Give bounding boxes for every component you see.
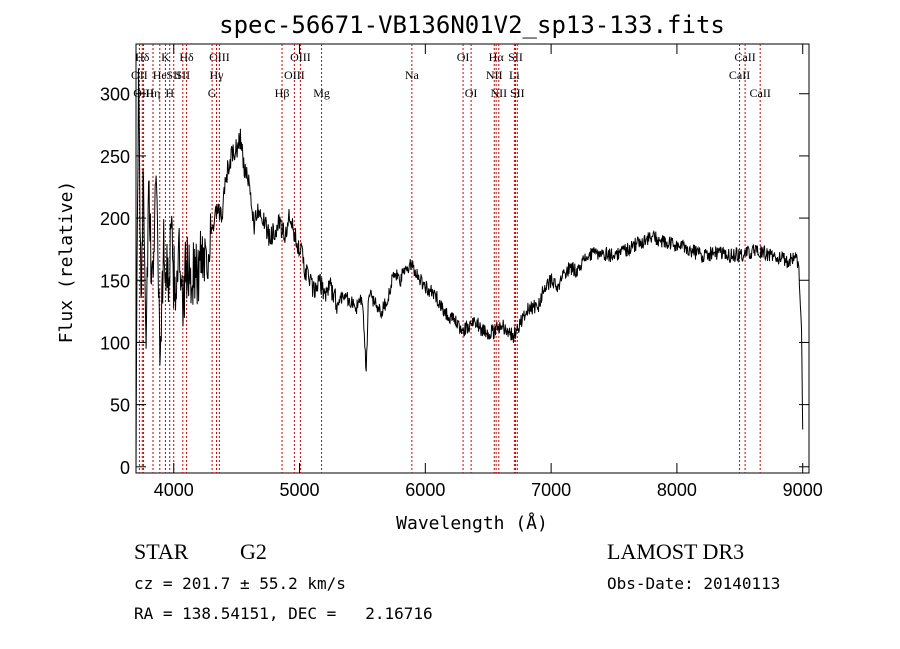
line-label-14: OIII: [290, 50, 311, 64]
line-label-21: SII: [508, 50, 523, 64]
line-label-4: He: [153, 68, 167, 82]
line-label-28: CaII: [750, 86, 771, 100]
line-label-19: OI: [465, 86, 478, 100]
x-axis-label: Wavelength (Å): [396, 512, 548, 534]
line-label-26: CaII: [734, 50, 755, 64]
object-subclass: G2: [240, 539, 267, 564]
y-tick-label-3: 150: [100, 271, 130, 291]
line-label-10: OIII: [209, 50, 230, 64]
line-label-18: OI: [457, 50, 470, 64]
obs-date: Obs-Date: 20140113: [607, 574, 781, 593]
line-label-0: Hδ: [135, 50, 150, 64]
line-label-27: CaII: [729, 68, 750, 82]
flux-series-line: [135, 68, 804, 474]
series-layer: [135, 68, 804, 474]
y-axis-label: Flux (relative): [56, 181, 77, 344]
line-label-12: G: [208, 86, 217, 100]
y-tick-label-5: 250: [100, 147, 130, 167]
line-label-3: Hη: [146, 86, 161, 100]
object-class: STAR: [134, 539, 189, 564]
line-label-11: Hγ: [210, 68, 225, 82]
y-tick-label-4: 200: [100, 209, 130, 229]
line-label-20: Hα: [489, 50, 505, 64]
line-label-16: Mg: [313, 86, 330, 100]
redshift-readout: cz = 201.7 ± 55.2 km/s: [134, 574, 346, 593]
line-label-13: Hβ: [275, 86, 290, 100]
plot-frame: [135, 43, 810, 474]
y-tick-label-0: 0: [120, 458, 130, 478]
line-label-6: H: [165, 86, 174, 100]
chart-title: spec-56671-VB136N01V2_sp13-133.fits: [219, 11, 725, 39]
line-label-24: NII: [490, 86, 507, 100]
line-label-23: Li: [509, 68, 520, 82]
x-tick-label-3: 7000: [531, 480, 571, 500]
y-tick-label-1: 50: [110, 396, 130, 416]
line-label-9: SII: [175, 68, 190, 82]
x-tick-label-0: 4000: [154, 480, 194, 500]
y-tick-label-6: 300: [100, 85, 130, 105]
line-label-15: OIII: [284, 68, 305, 82]
line-label-25: SII: [510, 86, 525, 100]
y-tick-label-2: 100: [100, 333, 130, 353]
line-label-22: NII: [486, 68, 503, 82]
line-label-7: SII: [166, 68, 181, 82]
axis-ticks: 4000 5000 6000 7000 8000 9000 0 50 100 150 200 250 3…: [100, 44, 823, 500]
x-tick-label-4: 8000: [657, 480, 697, 500]
x-tick-label-1: 5000: [280, 480, 320, 500]
survey-label: LAMOST DR3: [607, 539, 745, 564]
coordinates: RA = 138.54151, DEC = 2.16716: [134, 604, 433, 623]
x-tick-label-2: 6000: [405, 480, 445, 500]
line-label-1: OII: [131, 68, 148, 82]
line-label-8: Hδ: [179, 50, 194, 64]
line-label-17: Na: [405, 68, 420, 82]
line-label-5: K: [161, 50, 170, 64]
x-tick-label-5: 9000: [783, 480, 823, 500]
